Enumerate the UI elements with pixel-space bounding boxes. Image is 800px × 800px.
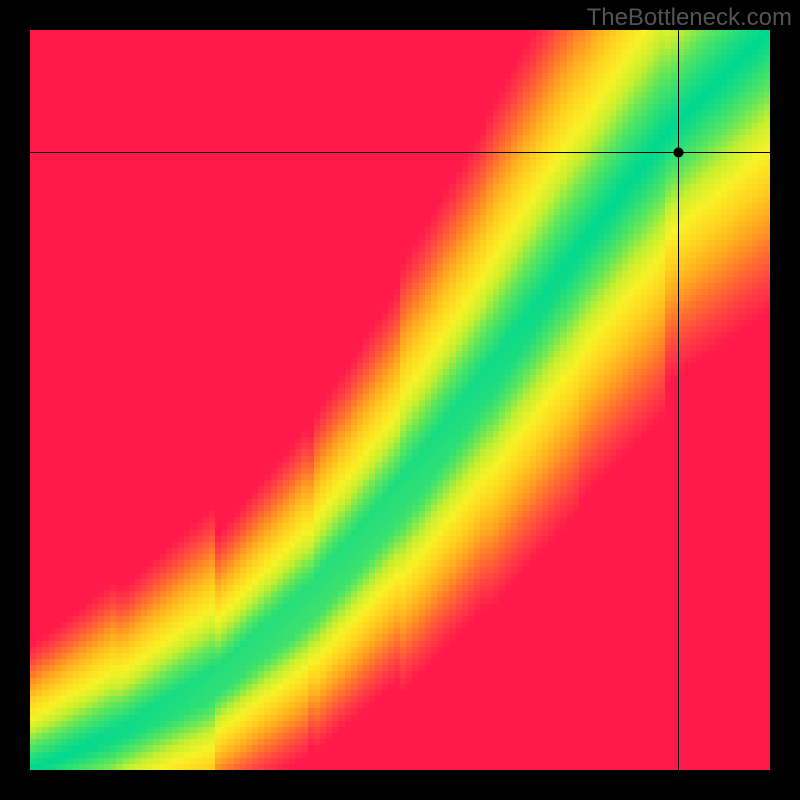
watermark: TheBottleneck.com (0, 0, 800, 32)
chart-frame: TheBottleneck.com (0, 0, 800, 800)
heatmap-plot (30, 30, 770, 770)
watermark-text: TheBottleneck.com (587, 0, 800, 32)
heatmap-canvas (30, 30, 770, 770)
